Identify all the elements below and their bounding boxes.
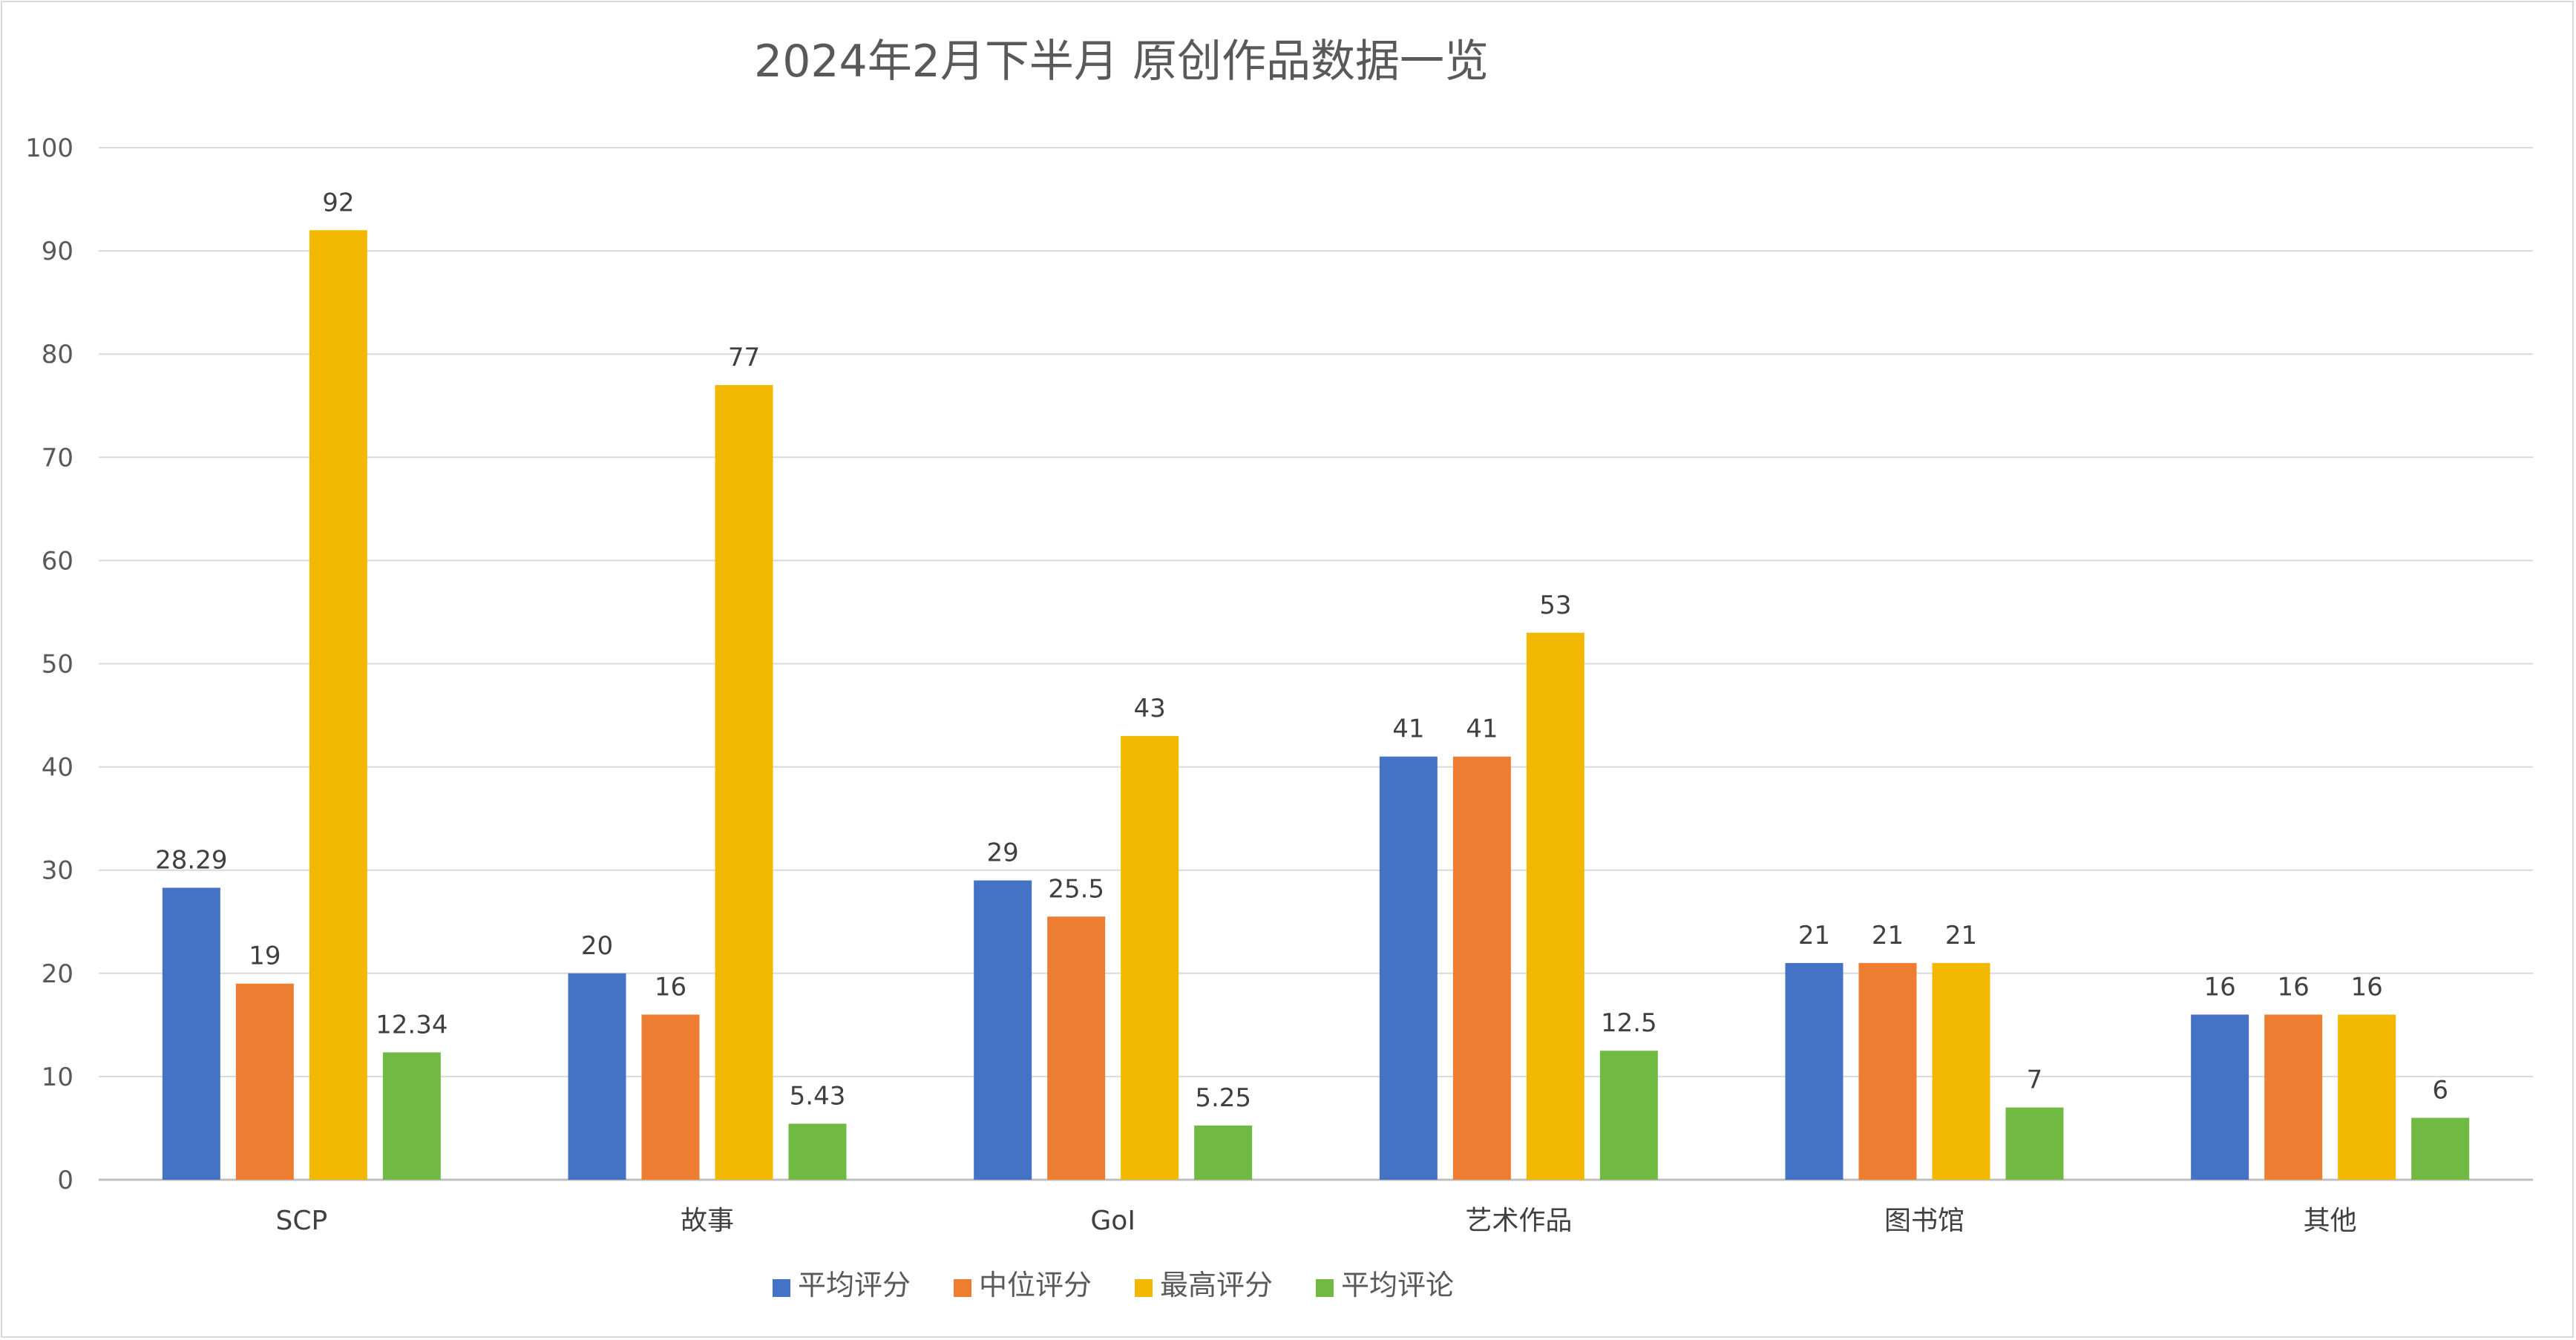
y-tick-label: 10 xyxy=(42,1063,73,1092)
x-category-label: 故事 xyxy=(681,1206,734,1236)
legend-item: 平均评论 xyxy=(1316,1269,1454,1301)
x-category-label: 其他 xyxy=(2304,1206,2357,1236)
legend-item: 最高评分 xyxy=(1135,1269,1273,1301)
legend-swatch xyxy=(954,1279,971,1297)
legend-label: 最高评分 xyxy=(1160,1269,1273,1301)
data-label: 29 xyxy=(987,838,1019,868)
legend-item: 平均评分 xyxy=(773,1269,911,1301)
x-category-label: 艺术作品 xyxy=(1465,1206,1572,1236)
data-label: 20 xyxy=(581,931,613,961)
x-category-label: GoI xyxy=(1090,1206,1135,1236)
legend-swatch xyxy=(773,1279,790,1297)
bar xyxy=(1932,962,1990,1180)
bar xyxy=(1379,756,1438,1180)
x-axis-category-labels: SCP 故事 GoI 艺术作品 图书馆 其他 xyxy=(275,1206,2356,1236)
data-labels: 28.29 19 92 12.34 20 16 77 5.43 29 25.5 43 5.25 41 41… xyxy=(155,188,2448,1113)
y-tick-label: 0 xyxy=(57,1166,73,1195)
data-label: 19 xyxy=(249,942,281,971)
bar xyxy=(235,983,294,1180)
data-label: 41 xyxy=(1466,715,1498,744)
bar xyxy=(1785,962,1843,1180)
data-label: 21 xyxy=(1872,921,1904,950)
bar xyxy=(1452,756,1511,1180)
bar xyxy=(1194,1125,1253,1180)
data-label: 21 xyxy=(1945,921,1977,950)
bar xyxy=(1858,962,1917,1180)
y-tick-label: 50 xyxy=(42,650,73,680)
y-tick-label: 20 xyxy=(42,959,73,989)
y-tick-label: 100 xyxy=(25,134,73,163)
x-category-label: SCP xyxy=(275,1206,327,1236)
legend-label: 平均评分 xyxy=(798,1269,911,1301)
bar xyxy=(788,1123,847,1180)
y-tick-label: 40 xyxy=(42,753,73,783)
bar xyxy=(974,880,1032,1180)
data-label: 5.43 xyxy=(790,1081,846,1111)
bar xyxy=(2005,1107,2064,1180)
y-tick-label: 70 xyxy=(42,443,73,473)
bar xyxy=(715,384,773,1180)
x-category-label: 图书馆 xyxy=(1884,1206,1964,1236)
chart-title: 2024年2月下半月 原创作品数据一览 xyxy=(754,36,1489,88)
legend: 平均评分 中位评分 最高评分 平均评论 xyxy=(773,1269,1454,1301)
bar xyxy=(1599,1051,1658,1180)
y-tick-label: 60 xyxy=(42,546,73,576)
data-label: 16 xyxy=(655,972,686,1002)
bar xyxy=(1047,916,1106,1180)
data-label: 77 xyxy=(728,343,760,372)
bar xyxy=(568,973,626,1180)
data-label: 28.29 xyxy=(155,845,227,875)
bar xyxy=(162,887,220,1180)
gridlines xyxy=(99,147,2533,1181)
data-label: 16 xyxy=(2278,972,2310,1002)
bar xyxy=(2411,1117,2470,1180)
bar xyxy=(309,230,367,1180)
bar xyxy=(1526,632,1584,1180)
bar xyxy=(2191,1014,2249,1180)
data-label: 53 xyxy=(1539,591,1571,620)
legend-label: 平均评论 xyxy=(1341,1269,1454,1301)
data-label: 12.5 xyxy=(1601,1008,1657,1038)
legend-swatch xyxy=(1135,1279,1153,1297)
data-label: 16 xyxy=(2204,972,2236,1002)
legend-label: 中位评分 xyxy=(979,1269,1092,1301)
data-label: 41 xyxy=(1392,715,1424,744)
y-tick-label: 30 xyxy=(42,856,73,886)
data-label: 25.5 xyxy=(1048,874,1104,904)
data-label: 6 xyxy=(2432,1076,2448,1106)
bar xyxy=(1121,735,1179,1180)
legend-swatch xyxy=(1316,1279,1334,1297)
bar xyxy=(641,1014,700,1180)
bars xyxy=(162,230,2470,1180)
data-label: 21 xyxy=(1798,921,1830,950)
bar xyxy=(382,1052,441,1180)
y-tick-label: 90 xyxy=(42,237,73,266)
data-label: 5.25 xyxy=(1195,1083,1251,1113)
data-label: 7 xyxy=(2027,1065,2043,1095)
y-tick-label: 80 xyxy=(42,340,73,370)
bar xyxy=(2264,1014,2323,1180)
data-label: 16 xyxy=(2351,972,2383,1002)
data-label: 43 xyxy=(1134,694,1166,723)
data-label: 12.34 xyxy=(376,1010,448,1040)
data-label: 92 xyxy=(322,188,354,217)
legend-item: 中位评分 xyxy=(954,1269,1092,1301)
bar xyxy=(2338,1014,2396,1180)
y-axis-tick-labels: 0 10 20 30 40 50 60 70 80 90 100 xyxy=(25,134,73,1195)
